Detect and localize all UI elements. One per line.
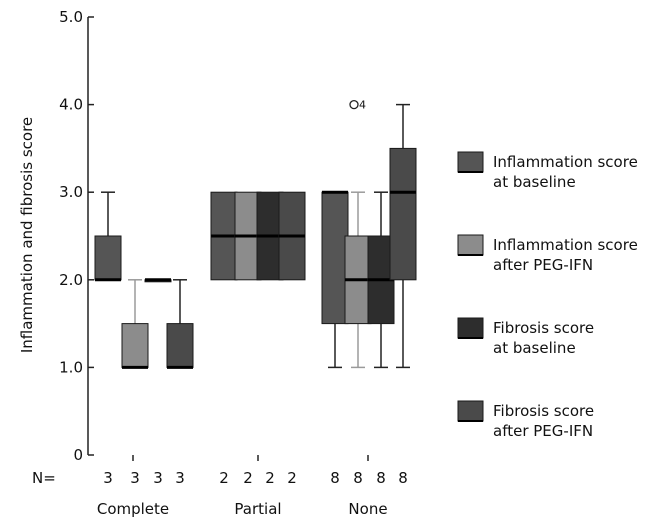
n-count-label: 3 <box>153 469 163 487</box>
legend-swatch <box>457 400 484 422</box>
y-tick-label: 0 <box>73 446 83 464</box>
n-count-label: 8 <box>353 469 363 487</box>
legend-label: after PEG-IFN <box>493 422 593 440</box>
box-1 <box>94 235 122 281</box>
n-count-label: 2 <box>243 469 253 487</box>
legend-label: Inflammation score <box>493 153 638 171</box>
n-count-label: 2 <box>265 469 275 487</box>
plot-boxes <box>94 99 417 369</box>
box-1 <box>321 191 349 325</box>
y-tick-label: 4.0 <box>59 96 83 114</box>
legend-swatch <box>457 317 484 339</box>
y-tick-label: 1.0 <box>59 358 83 376</box>
x-category-label: None <box>348 500 387 518</box>
n-count-label: 3 <box>130 469 140 487</box>
n-count-label: 3 <box>175 469 185 487</box>
box-2 <box>121 323 149 368</box>
outlier-marker <box>349 99 359 110</box>
box-4 <box>166 323 194 368</box>
box-4 <box>389 147 417 281</box>
n-count-label: 2 <box>219 469 229 487</box>
n-prefix-label: N= <box>32 469 56 487</box>
legend: Inflammation score at baseline Inflammatio… <box>457 151 638 440</box>
x-category-label: Complete <box>97 500 169 518</box>
n-count-label: 8 <box>398 469 408 487</box>
legend-swatch <box>457 151 484 173</box>
y-axis-title: Inflammation and fibrosis score <box>18 117 36 353</box>
legend-label: at baseline <box>493 173 576 191</box>
legend-label: Inflammation score <box>493 236 638 254</box>
legend-swatch <box>457 234 484 256</box>
legend-label: Fibrosis score <box>493 402 594 420</box>
y-tick-label: 2.0 <box>59 271 83 289</box>
axis-labels: Inflammation and fibrosis score 0 1.0 2.0 3… <box>18 8 408 518</box>
axes <box>87 16 369 461</box>
x-category-label: Partial <box>234 500 281 518</box>
y-tick-label: 5.0 <box>59 8 83 26</box>
n-count-label: 8 <box>330 469 340 487</box>
n-count-label: 3 <box>103 469 113 487</box>
n-count-label: 2 <box>287 469 297 487</box>
outlier-label: 4 <box>359 99 366 112</box>
legend-label: at baseline <box>493 339 576 357</box>
legend-label: after PEG-IFN <box>493 256 593 274</box>
y-tick-label: 3.0 <box>59 183 83 201</box>
n-count-label: 8 <box>376 469 386 487</box>
legend-label: Fibrosis score <box>493 319 594 337</box>
